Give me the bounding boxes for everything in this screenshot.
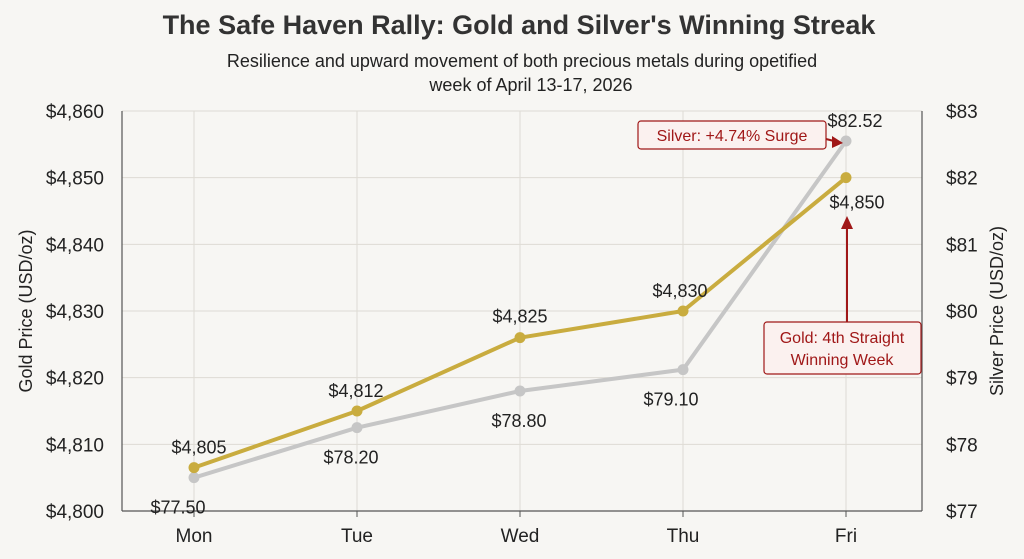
y-left-tick-label: $4,860 bbox=[46, 102, 104, 123]
silver-point-fri bbox=[840, 135, 852, 147]
annotation-layer: Silver: +4.74% Surge Gold: 4th Straight Wi… bbox=[637, 120, 922, 375]
gold-data-label: $4,825 bbox=[492, 307, 547, 327]
gold-annotation-box bbox=[763, 321, 922, 375]
gold-annotation-text-line-1: Gold: 4th Straight bbox=[780, 330, 905, 347]
y-right-tick-label: $77 bbox=[946, 502, 978, 523]
gold-point-fri bbox=[840, 172, 852, 184]
data-label-layer: $4,805 $4,812 $4,825 $4,830 $4,850 $77.50 $78.… bbox=[150, 111, 884, 518]
gold-data-label: $4,830 bbox=[652, 281, 707, 301]
y-right-tick-label: $83 bbox=[946, 102, 978, 123]
silver-annotation-text: Silver: +4.74% Surge bbox=[657, 128, 808, 145]
y-left-tick-label: $4,820 bbox=[46, 369, 104, 390]
silver-data-label: $78.80 bbox=[491, 411, 546, 431]
silver-annotation-box bbox=[637, 120, 827, 150]
chart-title: The Safe Haven Rally: Gold and Silver's … bbox=[163, 10, 877, 40]
silver-data-label: $79.10 bbox=[643, 390, 698, 410]
gold-data-label: $4,812 bbox=[328, 381, 383, 401]
y-right-tick-label: $78 bbox=[946, 435, 978, 456]
gold-data-label: $4,850 bbox=[829, 193, 884, 213]
y-left-tick-label: $4,800 bbox=[46, 502, 104, 523]
gold-data-label: $4,805 bbox=[171, 438, 226, 458]
silver-annotation-arrowhead bbox=[832, 136, 843, 148]
x-tick-label: Tue bbox=[341, 526, 373, 547]
y-right-tick-label: $80 bbox=[946, 302, 978, 323]
y-left-tick-label: $4,810 bbox=[46, 435, 104, 456]
y-left-tick-label: $4,840 bbox=[46, 235, 104, 256]
silver-point-tue bbox=[351, 422, 363, 434]
y-left-axis-label: Gold Price (USD/oz) bbox=[16, 229, 36, 392]
y-right-tick-label: $79 bbox=[946, 369, 978, 390]
gold-annotation-text-line-2: Winning Week bbox=[791, 352, 895, 369]
silver-data-label: $78.20 bbox=[323, 448, 378, 468]
chart-subtitle-line-2: week of April 13-17, 2026 bbox=[428, 75, 632, 95]
silver-data-label: $77.50 bbox=[150, 498, 205, 518]
chart-subtitle-line-1: Resilience and upward movement of both p… bbox=[227, 51, 817, 71]
gold-point-thu bbox=[677, 305, 689, 317]
gold-point-wed bbox=[514, 332, 526, 344]
series-layer bbox=[188, 135, 852, 484]
x-tick-label: Mon bbox=[176, 526, 213, 547]
x-tick-label: Wed bbox=[501, 526, 540, 547]
x-tick-label: Fri bbox=[835, 526, 857, 547]
gold-point-tue bbox=[351, 405, 363, 417]
y-right-tick-label: $82 bbox=[946, 169, 978, 190]
y-left-tick-label: $4,850 bbox=[46, 169, 104, 190]
y-left-tick-label: $4,830 bbox=[46, 302, 104, 323]
gold-point-mon bbox=[188, 462, 200, 474]
y-right-tick-label: $81 bbox=[946, 235, 978, 256]
gold-annotation-arrowhead bbox=[841, 216, 853, 229]
silver-point-thu bbox=[677, 364, 689, 376]
silver-data-label: $82.52 bbox=[827, 111, 882, 131]
axis-layer: $4,800 $77 $4,810 $78 $4,820 $79 $4,830 $80 $4,8… bbox=[46, 102, 978, 547]
silver-point-mon bbox=[188, 472, 200, 484]
x-tick-label: Thu bbox=[667, 526, 700, 547]
silver-point-wed bbox=[514, 385, 526, 397]
y-right-axis-label: Silver Price (USD/oz) bbox=[987, 226, 1007, 396]
